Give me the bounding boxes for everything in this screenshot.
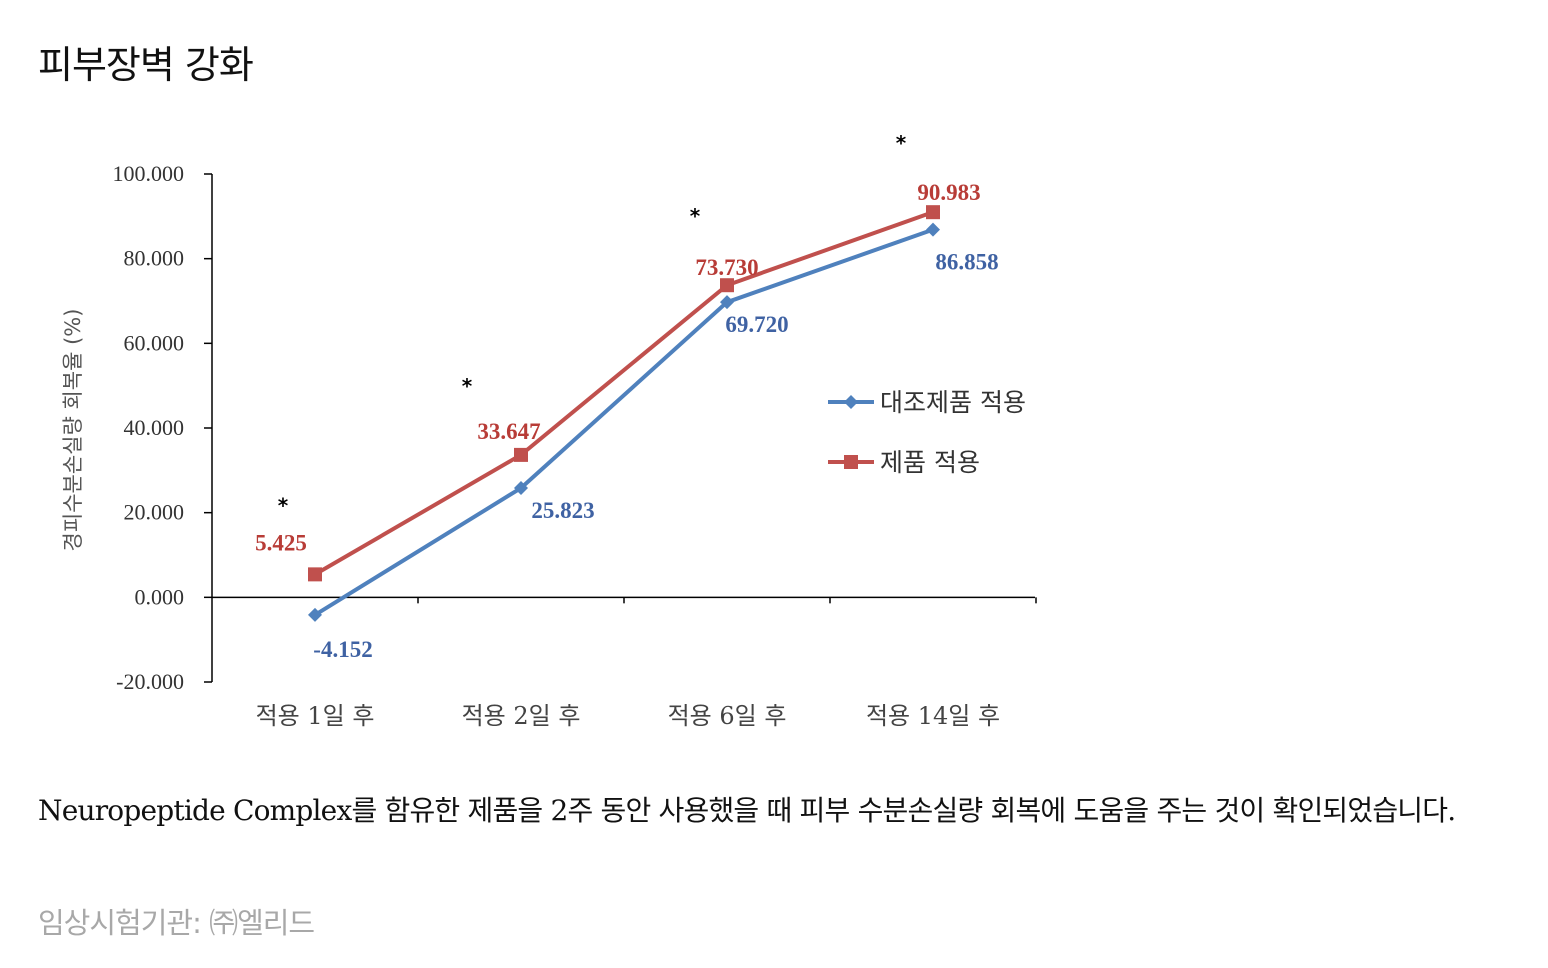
significance-marker: *	[462, 374, 473, 398]
legend-label: 제품 적용	[880, 448, 980, 477]
data-point	[720, 295, 734, 310]
legend-marker	[844, 455, 858, 469]
data-point	[720, 278, 734, 293]
source-note: 임상시험기관: ㈜엘리드	[38, 906, 315, 940]
y-tick-label: 0.000	[135, 584, 185, 609]
series-lines	[308, 205, 940, 622]
data-label: 25.823	[531, 498, 594, 523]
y-tick-label: 60.000	[124, 330, 185, 355]
x-tick-label: 적용 1일 후	[256, 702, 375, 730]
data-label: 73.730	[695, 255, 758, 280]
data-point	[514, 447, 528, 462]
data-point	[514, 481, 528, 496]
data-point	[308, 567, 322, 582]
series-line	[313, 227, 934, 617]
y-ticks: 100.000 80.000 60.000 40.000 20.000 0.000 -20.…	[113, 161, 212, 694]
chart-svg: 100.000 80.000 60.000 40.000 20.000 0.000 -20.…	[61, 131, 1037, 730]
data-label: 69.720	[725, 312, 788, 337]
significance-marker: *	[278, 493, 289, 517]
data-label: -4.152	[313, 637, 372, 662]
legend-marker	[844, 395, 858, 409]
series-line	[313, 210, 934, 577]
data-point	[308, 607, 322, 622]
y-tick-label: 40.000	[124, 415, 185, 440]
x-tick-labels: 적용 1일 후 적용 2일 후 적용 6일 후 적용 14일 후	[256, 702, 1000, 730]
chart-caption: Neuropeptide Complex를 함유한 제품을 2주 동안 사용했을…	[38, 794, 1456, 827]
data-label: 5.425	[255, 530, 307, 555]
y-tick-label: 100.000	[113, 161, 185, 186]
chart-axes	[211, 174, 1037, 682]
line-chart: 100.000 80.000 60.000 40.000 20.000 0.000 -20.…	[40, 130, 1060, 750]
data-labels: -4.152 25.823 69.720 86.858 5.425 33.647 73.73…	[255, 180, 999, 662]
y-axis-label: 경피수분손실량 회복율 (%)	[61, 309, 85, 552]
page-title: 피부장벽 강화	[38, 43, 254, 87]
data-point	[926, 222, 940, 237]
data-point	[926, 205, 940, 220]
y-tick-label: 20.000	[124, 500, 185, 525]
data-label: 33.647	[477, 419, 540, 444]
significance-marker: *	[690, 204, 701, 228]
significance-marker: *	[896, 131, 907, 155]
x-tick-label: 적용 6일 후	[668, 702, 787, 730]
data-label: 86.858	[935, 250, 998, 275]
x-tick-label: 적용 2일 후	[462, 702, 581, 730]
data-label: 90.983	[917, 180, 980, 205]
significance-markers: * * * *	[278, 131, 907, 517]
y-tick-label: -20.000	[116, 669, 184, 694]
legend-label: 대조제품 적용	[880, 388, 1026, 417]
y-tick-label: 80.000	[124, 246, 185, 271]
x-tick-label: 적용 14일 후	[866, 702, 1000, 730]
